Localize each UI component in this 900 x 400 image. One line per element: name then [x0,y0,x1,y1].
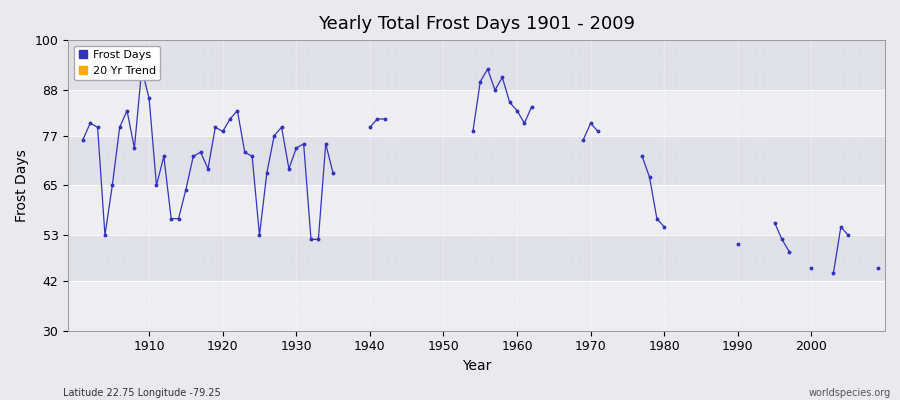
Y-axis label: Frost Days: Frost Days [15,149,29,222]
Bar [68,136,885,186]
Bar [68,40,885,90]
Title: Yearly Total Frost Days 1901 - 2009: Yearly Total Frost Days 1901 - 2009 [318,15,635,33]
Bar [68,186,885,235]
Legend: Frost Days, 20 Yr Trend: Frost Days, 20 Yr Trend [74,46,160,80]
Text: Latitude 22.75 Longitude -79.25: Latitude 22.75 Longitude -79.25 [63,388,220,398]
Bar [68,90,885,136]
Bar [68,281,885,331]
Bar [68,235,885,281]
X-axis label: Year: Year [462,359,491,373]
Text: worldspecies.org: worldspecies.org [809,388,891,398]
